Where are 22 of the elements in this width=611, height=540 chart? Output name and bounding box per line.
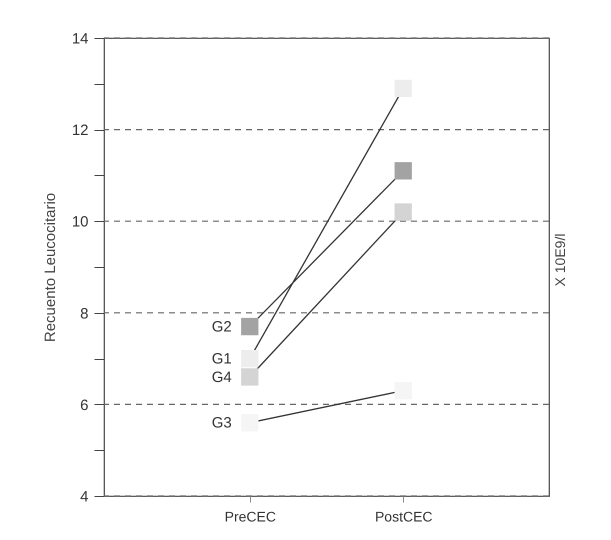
- point: [241, 350, 258, 368]
- point: [394, 382, 412, 400]
- series-label: G2: [212, 318, 232, 336]
- y-tick-label: 12: [72, 122, 88, 140]
- y-axis-title: Recuento Leucocitario: [42, 192, 59, 342]
- point: [241, 414, 258, 432]
- point: [241, 318, 258, 336]
- y-tick-label: 6: [80, 396, 88, 414]
- series-label: G3: [212, 414, 232, 432]
- point: [394, 203, 412, 221]
- y-tick-label: 8: [80, 305, 88, 322]
- point: [394, 80, 412, 98]
- x-tick-label: PreCEC: [224, 508, 276, 524]
- y-tick-label: 4: [80, 488, 88, 506]
- point: [394, 162, 412, 180]
- text: X 10E9/l: [552, 234, 568, 286]
- series-label: G1: [212, 350, 232, 368]
- y-tick-label: 10: [72, 214, 88, 231]
- x-tick-label: PostCEC: [374, 508, 433, 524]
- y-tick-label: 14: [72, 30, 88, 48]
- point: [241, 368, 258, 386]
- series-label: G4: [212, 368, 232, 386]
